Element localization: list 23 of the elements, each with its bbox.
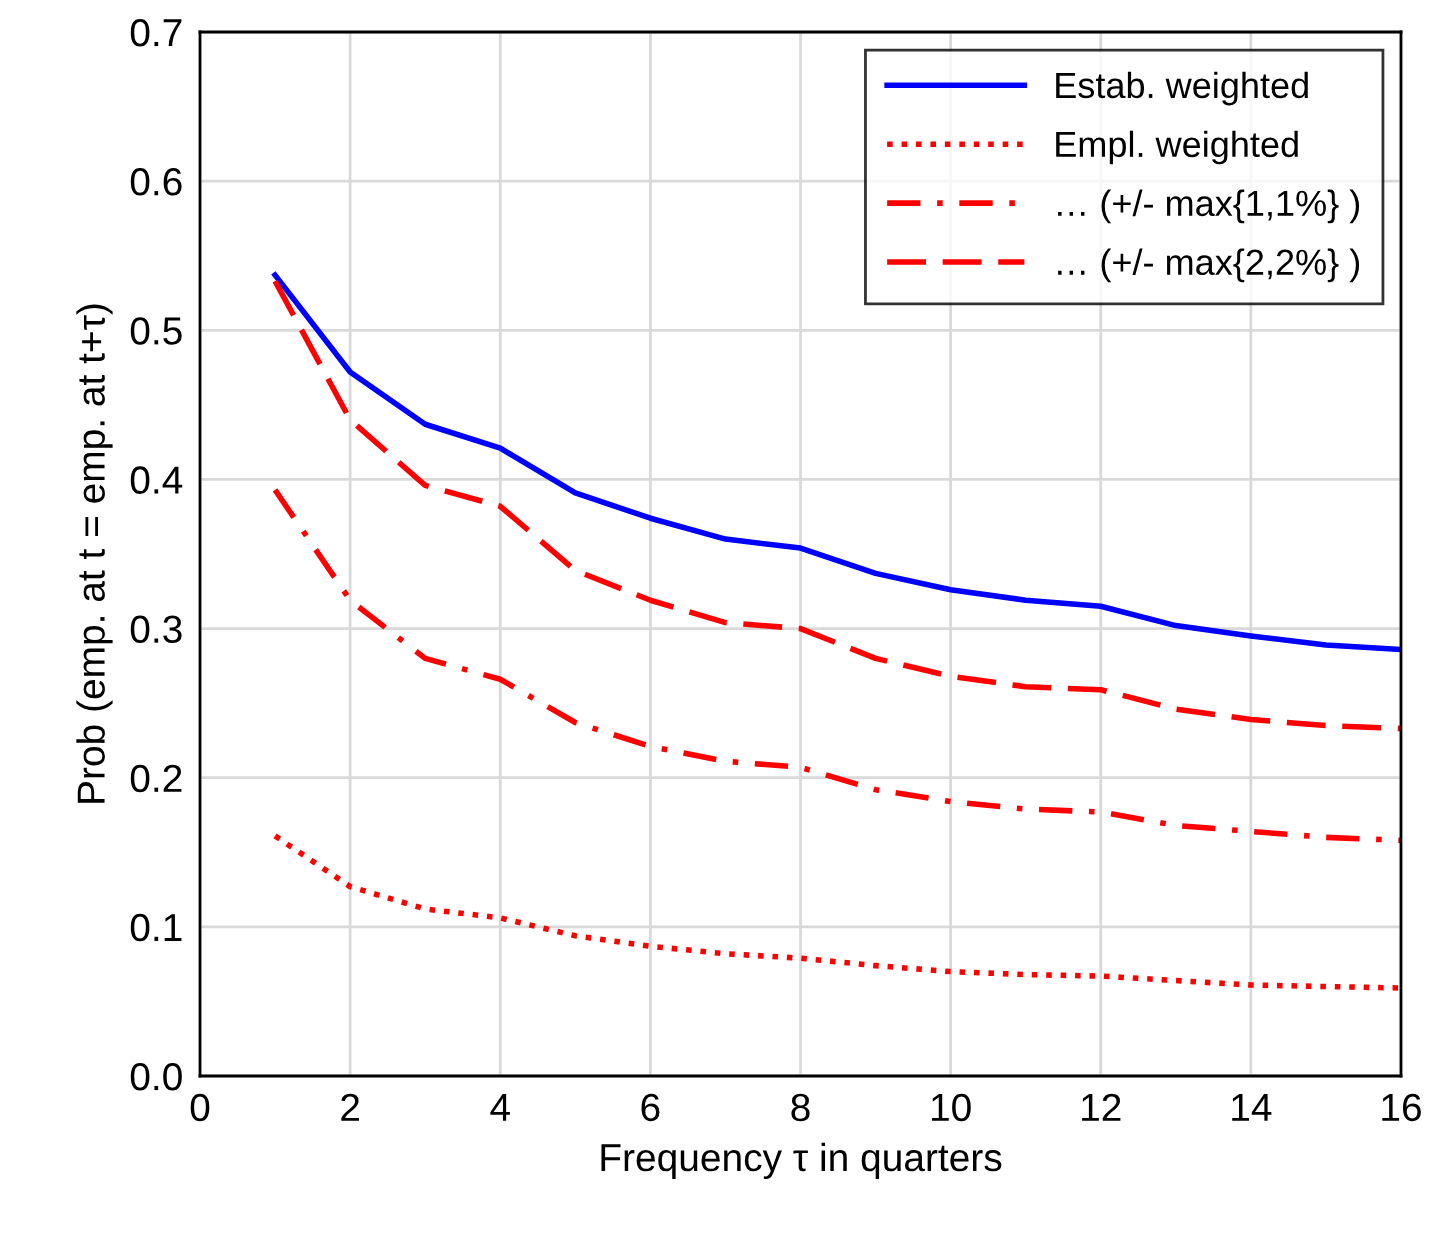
y-tick-label: 0.1 — [130, 913, 182, 942]
y-tick-label: 0.6 — [130, 168, 182, 196]
legend-label: Empl. weighted — [1056, 130, 1298, 165]
x-tick-label: 2 — [341, 1093, 359, 1121]
x-tick-label: 14 — [1232, 1094, 1272, 1121]
x-axis-title: Frequency τ in quarters — [601, 1142, 1002, 1180]
legend-label: … (+/- max{1,1%} ) — [1058, 189, 1360, 224]
x-tick-label: 10 — [931, 1093, 971, 1122]
y-tick-label: 0.4 — [130, 466, 183, 494]
x-tick-label: 0 — [190, 1093, 210, 1122]
legend-label: Estab. weighted — [1056, 71, 1308, 106]
x-tick-label: 12 — [1082, 1093, 1121, 1121]
x-tick-label: 16 — [1382, 1093, 1421, 1122]
y-tick-label: 0.3 — [130, 615, 182, 644]
legend-label: … (+/- max{2,2%} ) — [1058, 248, 1360, 283]
x-tick-label: 4 — [490, 1094, 510, 1121]
y-tick-label: 0.0 — [130, 1062, 182, 1091]
y-tick-label: 0.2 — [130, 764, 182, 793]
y-axis-title: Prob (emp. at t = emp. at t+τ) — [76, 304, 113, 803]
y-tick-label: 0.7 — [130, 18, 182, 47]
x-tick-label: 6 — [641, 1093, 660, 1122]
x-tick-label: 8 — [791, 1093, 810, 1122]
y-tick-label: 0.5 — [130, 317, 182, 345]
